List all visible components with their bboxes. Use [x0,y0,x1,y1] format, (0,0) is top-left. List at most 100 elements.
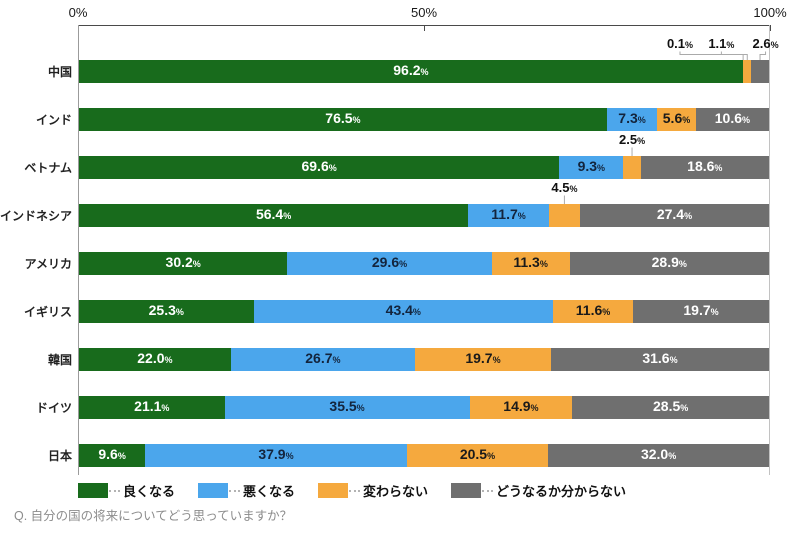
category-label: ベトナム [24,161,72,175]
bar-segment: 11.6% [553,300,634,323]
bar-segment: 26.7% [230,348,416,371]
bar-segment: 28.9% [569,252,769,275]
chart-row: インドネシア 4.5% 56.4% 11.7% 27.4% [0,179,769,227]
segment-value-label: 96.2% [393,62,429,78]
legend-dash-connector [109,489,120,492]
survey-question: Q. 自分の国の将来についてどう思っていますか？ [14,509,293,523]
chart-row: アメリカ 30.2% 29.6% 11.3% 28.9% [25,227,769,275]
axis-line [78,25,771,26]
bar-segment: 5.6% [657,108,696,131]
bar-segment: 22.0% [79,348,231,371]
segment-value-label: 11.6% [575,302,611,318]
segment-value-label: 43.4% [385,302,421,318]
bar-segment [751,60,769,83]
bar-segment: 19.7% [633,300,769,323]
chart-row: ベトナム 2.5% 69.6% 9.3% 18.6% [24,131,769,179]
segment-value-label: 26.7% [305,350,341,366]
legend-label: どうなるか分からない [496,484,627,499]
segment-value-label: 19.7% [683,302,719,318]
callout-value-label: 4.5% [551,180,578,195]
segment-value-label: 18.6% [687,158,723,174]
stacked-bar: 76.5% 7.3% 5.6% 10.6% [79,108,769,131]
legend-swatch [78,483,108,498]
segment-value-label: 37.9% [258,446,294,462]
axis-tick-mark [424,26,425,31]
segment-value-label: 69.6% [301,158,337,174]
bar-segment: 43.4% [253,300,554,323]
category-label: イギリス [23,305,72,319]
chart-row: ドイツ 21.1% 35.5% 14.9% 28.5% [36,371,769,419]
bar-segment: 32.0% [548,444,769,467]
legend-dash-connector [229,489,241,492]
stacked-bar: 21.1% 35.5% 14.9% 28.5% [79,396,769,419]
bar-segment: 9.6% [79,444,146,467]
bar-segment: 7.3% [606,108,658,131]
category-label: インドネシア [0,209,72,223]
segment-value-label: 7.3% [618,110,646,126]
legend: 良くなる 悪くなる 変わらない どうなるか分からない [78,481,626,500]
chart-row: 中国 0.1% 1.1% 2.6% 96.2% [48,35,779,83]
segment-value-label: 31.6% [642,350,678,366]
category-label: 韓国 [47,353,72,367]
axis-tick-label: 100% [753,5,787,20]
legend-item: どうなるか分からない [451,481,626,500]
bar-segment: 14.9% [469,396,573,419]
legend-item: 悪くなる [198,481,295,500]
legend-item: 変わらない [318,481,428,500]
plot-area: 中国 0.1% 1.1% 2.6% 96.2% インド 76.5% 7.3% 5.6% 10.6%… [0,25,779,475]
bar-segment: 56.4% [79,204,469,227]
bar-segment [743,60,752,83]
bar-segment: 29.6% [287,252,492,275]
axis-tick-label: 50% [410,5,438,20]
bar-segment: 19.7% [415,348,551,371]
chart-row: 日本 9.6% 37.9% 20.5% 32.0% [48,419,769,467]
callout-value-label: 0.1% [666,36,694,51]
legend-swatch [198,483,229,498]
bar-segment: 96.2% [79,60,743,83]
segment-value-label: 20.5% [459,446,496,462]
segment-value-label: 21.1% [134,398,170,414]
bar-segment: 20.5% [406,444,549,467]
bar-segment: 31.6% [550,348,769,371]
bar-segment: 30.2% [79,252,288,275]
bar-segment [742,60,744,83]
bar-segment: 76.5% [79,108,607,131]
category-label: 日本 [47,449,72,463]
category-label: 中国 [47,65,72,79]
segment-value-label: 14.9% [503,398,539,414]
legend-swatch [451,483,482,498]
chart-row: 韓国 22.0% 26.7% 19.7% 31.6% [48,323,769,371]
bar-segment: 9.3% [559,156,624,179]
stacked-bar: 56.4% 11.7% 27.4% [79,204,769,227]
bar-segment: 25.3% [79,300,254,323]
stacked-bar: 22.0% 26.7% 19.7% 31.6% [79,348,769,371]
axis-tick-label: 0% [68,5,88,20]
category-label: ドイツ [35,401,72,415]
callout-value-label: 2.6% [752,36,779,51]
chart-row: インド 76.5% 7.3% 5.6% 10.6% [36,83,769,131]
stacked-bar: 25.3% 43.4% 11.6% 19.7% [79,300,769,323]
legend-dash-connector [482,489,494,492]
segment-value-label: 11.3% [513,254,548,270]
segment-value-label: 27.4% [656,206,693,222]
bar-segment [548,204,580,227]
legend-label: 悪くなる [243,484,296,499]
bar-segment: 10.6% [695,108,769,131]
bar-segment [623,156,641,179]
category-label: インド [35,113,72,127]
bar-segment: 11.7% [468,204,549,227]
stacked-bar: 9.6% 37.9% 20.5% 32.0% [79,444,769,467]
segment-value-label: 28.9% [651,254,687,270]
bar-segment: 28.5% [572,396,769,419]
segment-value-label: 35.5% [329,398,365,414]
bar-segment: 11.3% [491,252,570,275]
chart-row: イギリス 25.3% 43.4% 11.6% 19.7% [24,275,769,323]
bar-segment: 69.6% [79,156,560,179]
segment-value-label: 29.6% [371,254,408,270]
segment-value-label: 9.3% [577,158,606,174]
bar-segment: 21.1% [79,396,225,419]
axis-tick-mark [770,26,771,31]
bar-rows: 中国 0.1% 1.1% 2.6% 96.2% インド 76.5% 7.3% 5.6% 10.6%… [0,35,779,467]
category-label: アメリカ [24,257,72,271]
